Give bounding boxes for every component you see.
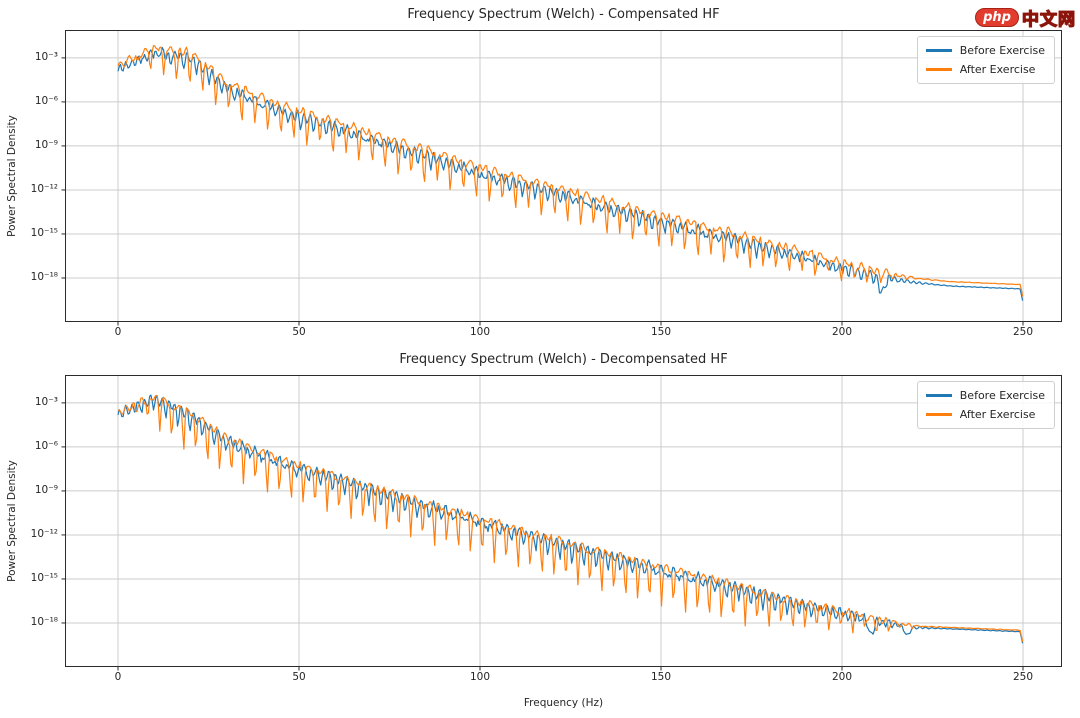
y-tick-label: 10⁻⁶ <box>34 94 58 107</box>
plot-area: Before Exercise After Exercise <box>61 375 1062 671</box>
psd-curves-svg <box>61 30 1062 326</box>
y-tick-label: 10⁻¹⁵ <box>30 226 58 239</box>
legend-label: Before Exercise <box>959 44 1045 57</box>
x-tick-label: 200 <box>831 326 853 338</box>
legend-line-before-icon <box>925 394 952 397</box>
psd-curve-after-exercise <box>117 45 1024 297</box>
x-tick-label: 100 <box>469 326 491 338</box>
y-tick-label: 10⁻⁶ <box>34 439 58 452</box>
axes-spines <box>65 375 1062 667</box>
x-tick-label: 150 <box>650 326 672 338</box>
plot-area: Before Exercise After Exercise <box>61 30 1062 326</box>
x-tick-label: 0 <box>114 326 122 338</box>
x-tick-label: 0 <box>114 671 122 683</box>
legend: Before Exercise After Exercise <box>916 381 1055 429</box>
x-tick-label: 200 <box>831 671 853 683</box>
y-tick-label: 10⁻⁹ <box>34 138 58 151</box>
legend: Before Exercise After Exercise <box>916 36 1055 84</box>
x-tick-label: 100 <box>469 671 491 683</box>
legend-entry-before: Before Exercise <box>925 41 1045 60</box>
legend-entry-after: After Exercise <box>925 405 1045 424</box>
legend-entry-before: Before Exercise <box>925 386 1045 405</box>
x-tick-label: 50 <box>292 671 306 683</box>
y-tick-label: 10⁻³ <box>34 395 58 408</box>
y-tick-label: 10⁻¹⁸ <box>30 615 58 628</box>
php-badge-icon: php <box>975 8 1019 27</box>
psd-curve-after-exercise <box>117 394 1024 642</box>
y-tick-label: 10⁻³ <box>34 50 58 63</box>
x-tick-label: 250 <box>1012 326 1034 338</box>
axes-spines <box>65 30 1062 322</box>
psd-curve-before-exercise <box>117 394 1024 644</box>
legend-label: After Exercise <box>959 63 1036 76</box>
psd-curve-before-exercise <box>117 47 1024 301</box>
y-tick-label: 10⁻¹² <box>30 182 58 195</box>
y-tick-label: 10⁻¹² <box>30 527 58 540</box>
legend-line-after-icon <box>925 413 952 416</box>
x-axis-label: Frequency (Hz) <box>523 697 604 709</box>
x-tick-label: 250 <box>1012 671 1034 683</box>
x-tick-label: 150 <box>650 671 672 683</box>
psd-curves-svg <box>61 375 1062 671</box>
y-tick-label: 10⁻⁹ <box>34 483 58 496</box>
x-tick-label: 50 <box>292 326 306 338</box>
legend-line-before-icon <box>925 49 952 52</box>
site-logo: php 中文网 <box>975 5 1076 31</box>
y-tick-label: 10⁻¹⁵ <box>30 571 58 584</box>
plot-title: Frequency Spectrum (Welch) - Decompensat… <box>399 352 728 367</box>
site-logo-text: 中文网 <box>1021 9 1076 30</box>
y-tick-label: 10⁻¹⁸ <box>30 270 58 283</box>
legend-line-after-icon <box>925 68 952 71</box>
legend-label: Before Exercise <box>959 389 1045 402</box>
legend-entry-after: After Exercise <box>925 60 1045 79</box>
legend-label: After Exercise <box>959 408 1036 421</box>
plot-title: Frequency Spectrum (Welch) - Compensated… <box>407 7 720 22</box>
